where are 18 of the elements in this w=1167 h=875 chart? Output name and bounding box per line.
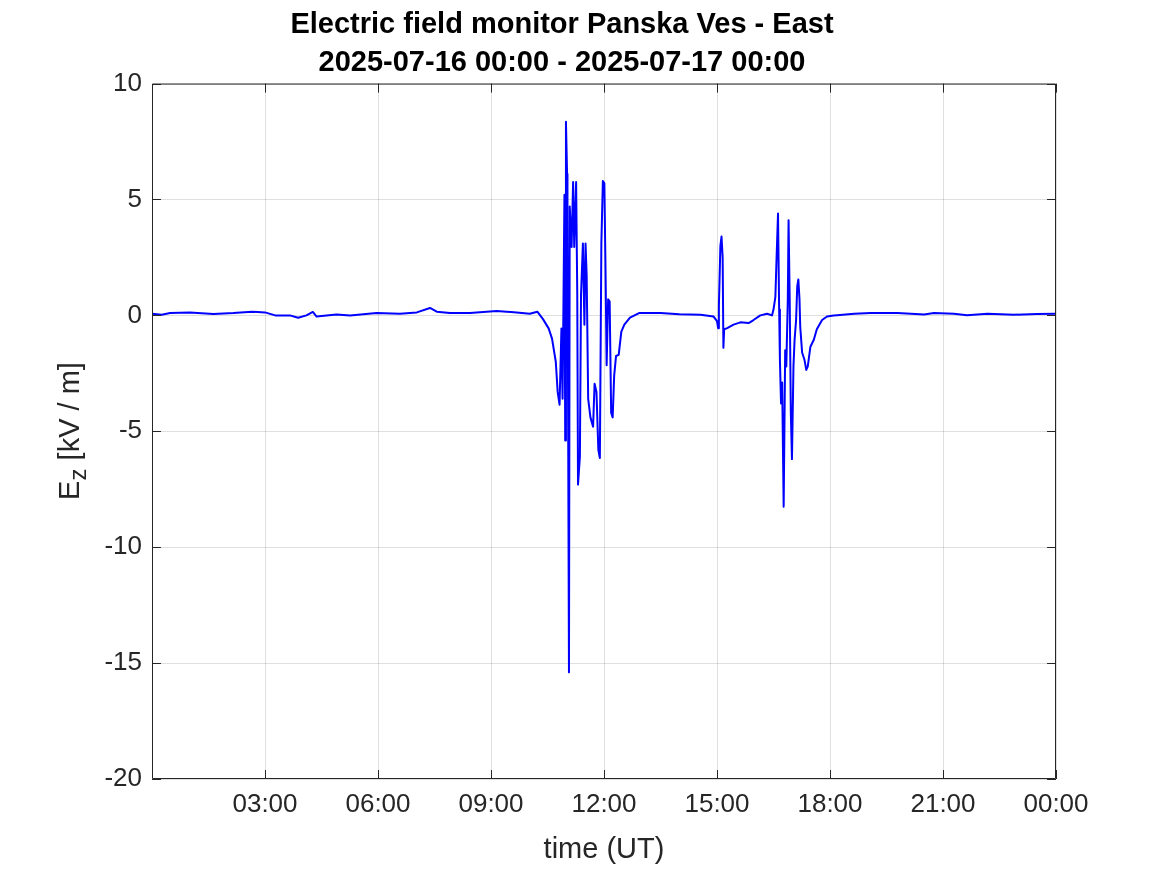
x-tick-label: 18:00 [797,787,863,818]
y-tick-label: 5 [127,182,142,213]
x-axis-title: time (UT) [543,831,665,864]
x-tick-label: 06:00 [345,787,411,818]
y-tick-label: 10 [113,66,142,97]
y-tick-label: -5 [118,414,142,445]
x-tick-label: 21:00 [910,787,976,818]
x-tick-label: 15:00 [684,787,750,818]
x-tick-label: 09:00 [458,787,524,818]
x-tick-label: 12:00 [571,787,637,818]
chart-subtitle: 2025-07-16 00:00 - 2025-07-17 00:00 [318,45,806,78]
y-tick-label: -15 [104,646,142,677]
y-tick-label: -10 [104,530,142,561]
x-tick-label: 03:00 [232,787,298,818]
y-tick-label: 0 [127,298,142,329]
chart-title: Electric field monitor Panska Ves - East [290,7,834,40]
y-tick-label: -20 [104,762,142,793]
x-tick-label: 00:00 [1023,787,1089,818]
